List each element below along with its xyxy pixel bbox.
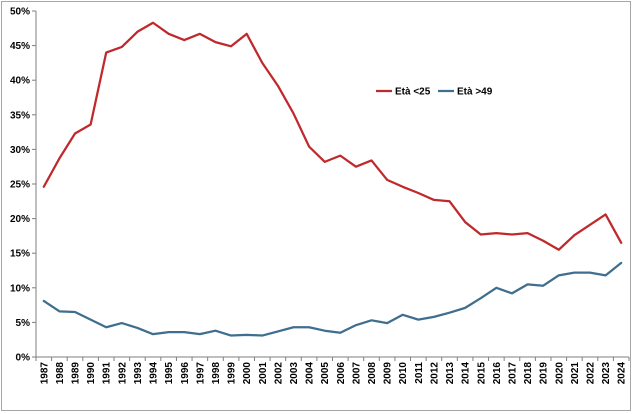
y-tick-label: 50% [10,7,30,18]
x-tick-label: 1997 [195,362,206,385]
x-tick-label: 1999 [227,362,238,385]
series-line-1 [42,21,623,251]
x-tick-label: 1998 [211,362,222,385]
x-tick-label: 1988 [55,362,66,385]
series-lines [42,21,623,337]
x-tick-label: 2009 [383,362,394,385]
x-tick-label: 1994 [149,362,160,385]
x-tick-label: 2008 [367,362,378,385]
legend-label: Età >49 [457,87,493,98]
y-axis: 0% 5% 10% 15% 20% 25% 30% 35% 40% 45% 50% [10,7,37,364]
x-tick-label: 2007 [351,362,362,385]
x-tick-label: 2005 [320,362,331,385]
x-tick-label: 2023 [601,362,612,385]
x-tick-label: 2000 [242,362,253,385]
y-tick-label: 0% [16,353,31,364]
x-tick-label: 2004 [305,362,316,385]
x-tick-label: 1989 [71,362,82,385]
series-line-2 [42,261,623,337]
x-tick-label: 2024 [617,362,628,385]
y-tick-label: 35% [10,110,30,121]
y-tick-label: 25% [10,180,30,191]
x-tick-label: 1991 [102,362,113,385]
y-tick-label: 15% [10,249,30,260]
x-tick-label: 2022 [585,362,596,385]
x-tick-label: 1996 [180,362,191,385]
x-tick-label: 2015 [476,362,487,385]
x-tick-label: 2010 [398,362,409,385]
x-tick-label: 2019 [539,362,550,385]
x-tick-label: 2020 [554,362,565,385]
x-tick-label: 1995 [164,362,175,385]
x-tick-label: 1992 [117,362,128,385]
x-tick-label: 2018 [523,362,534,385]
y-tick-label: 5% [16,318,31,329]
legend-label: Età <25 [395,87,431,98]
x-tick-label: 2002 [273,362,284,385]
x-tick-label: 2016 [492,362,503,385]
x-tick-label: 2006 [336,362,347,385]
x-tick-label: 2003 [289,362,300,385]
y-tick-label: 40% [10,76,30,87]
y-tick-label: 45% [10,41,30,52]
x-tick-label: 1990 [86,362,97,385]
x-tick-label: 2013 [445,362,456,385]
x-tick-label: 2021 [570,362,581,385]
y-tick-label: 20% [10,214,30,225]
x-axis: 1987 1988 1989 1990 1991 1992 1993 1994 1995 1996… [35,356,630,385]
x-tick-label: 2001 [258,362,269,385]
y-tick-label: 10% [10,283,30,294]
x-tick-label: 2011 [414,362,425,384]
x-tick-label: 2014 [461,362,472,385]
legend: Età <25 Età >49 [376,87,493,98]
y-tick-label: 30% [10,145,30,156]
x-tick-label: 1993 [133,362,144,385]
x-tick-label: 2012 [429,362,440,385]
x-tick-label: 2017 [507,362,518,385]
x-tick-label: 1987 [39,362,50,385]
